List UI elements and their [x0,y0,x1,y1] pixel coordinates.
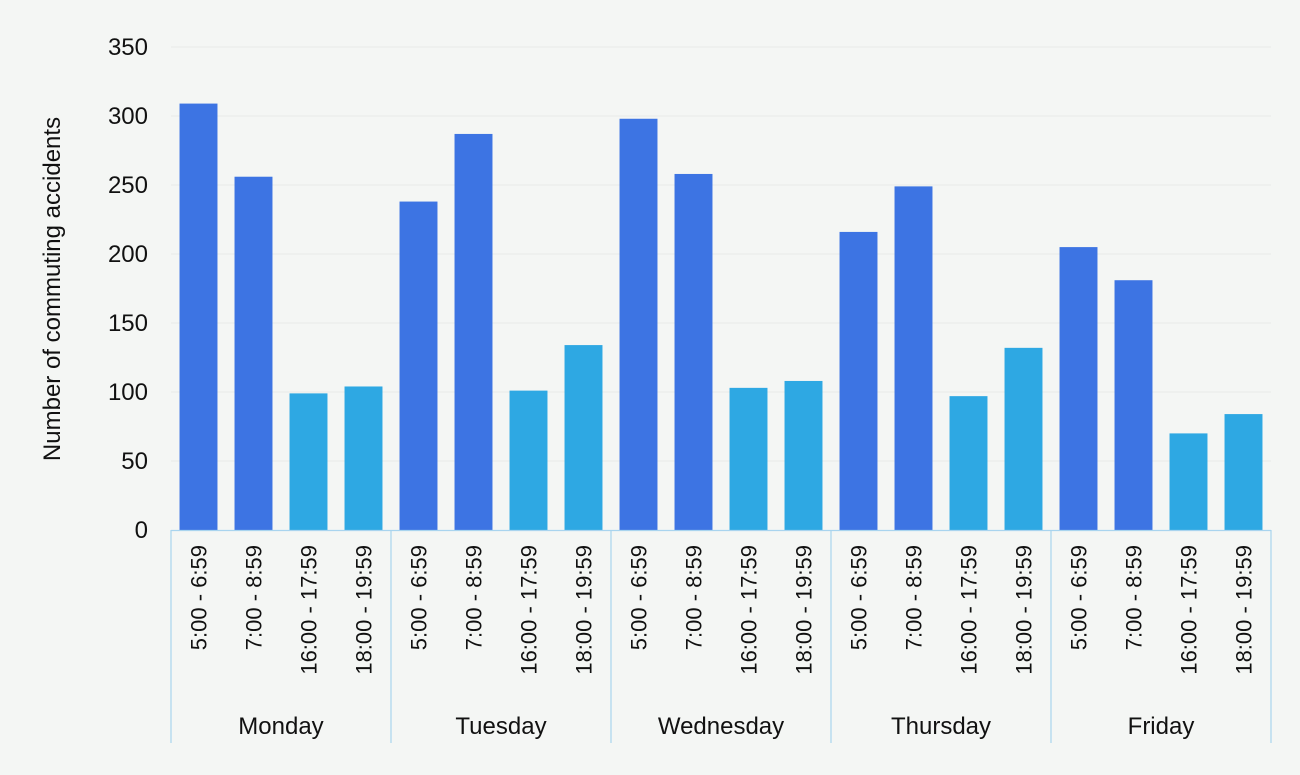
x-tick-label: 18:00 - 19:59 [572,545,597,675]
group-label: Monday [238,713,323,740]
y-axis-ticks: 0 50 100 150 200 250 300 350 [108,34,148,544]
x-tick-label: 5:00 - 6:59 [847,545,872,650]
x-tick-label: 5:00 - 6:59 [407,545,432,650]
bar [179,103,218,530]
x-tick-label: 18:00 - 19:59 [1012,545,1037,675]
y-tick-label: 350 [108,34,148,61]
gridlines [171,46,1271,462]
y-tick-label: 0 [135,517,148,544]
y-tick-label: 250 [108,172,148,199]
bar [399,201,438,530]
x-axis-labels: 5:00 - 6:59 7:00 - 8:59 16:00 - 17:59 18:00… [187,545,1257,740]
x-tick-label: 18:00 - 19:59 [352,545,377,675]
bar [894,186,933,530]
x-tick-label: 7:00 - 8:59 [902,545,927,650]
group-label: Tuesday [455,713,546,740]
bar [674,173,713,530]
x-tick-label: 5:00 - 6:59 [187,545,212,650]
x-tick-label: 16:00 - 17:59 [1177,545,1202,675]
bar [564,345,603,530]
bar [729,387,768,530]
x-tick-label: 5:00 - 6:59 [1067,545,1092,650]
x-axis [170,529,1272,743]
x-tick-label: 18:00 - 19:59 [792,545,817,675]
bar [839,231,878,531]
x-tick-label: 7:00 - 8:59 [242,545,267,650]
bar [1059,247,1098,530]
bar [1114,280,1153,530]
y-tick-label: 50 [121,448,148,475]
x-tick-label: 16:00 - 17:59 [737,545,762,675]
x-tick-label: 16:00 - 17:59 [297,545,322,675]
x-tick-label: 16:00 - 17:59 [517,545,542,675]
x-tick-label: 16:00 - 17:59 [957,545,982,675]
group-label: Friday [1128,713,1195,740]
y-tick-label: 300 [108,103,148,130]
group-label: Thursday [891,713,991,740]
bar [1004,347,1043,530]
x-tick-label: 7:00 - 8:59 [1122,545,1147,650]
bar [289,393,328,530]
bar [1169,433,1208,530]
bar [234,176,273,530]
x-tick-label: 5:00 - 6:59 [627,545,652,650]
y-tick-label: 200 [108,241,148,268]
y-axis-title: Number of commuting accidents [39,117,66,461]
bar [1224,414,1263,530]
y-tick-label: 150 [108,310,148,337]
bar [619,118,658,530]
bar [509,390,548,530]
group-label: Wednesday [658,713,784,740]
x-tick-label: 7:00 - 8:59 [462,545,487,650]
bar [784,380,823,530]
x-tick-label: 7:00 - 8:59 [682,545,707,650]
x-tick-label: 18:00 - 19:59 [1232,545,1257,675]
bar [454,133,493,530]
bar [949,396,988,530]
bar [344,386,383,530]
y-tick-label: 100 [108,379,148,406]
bars [179,103,1263,531]
